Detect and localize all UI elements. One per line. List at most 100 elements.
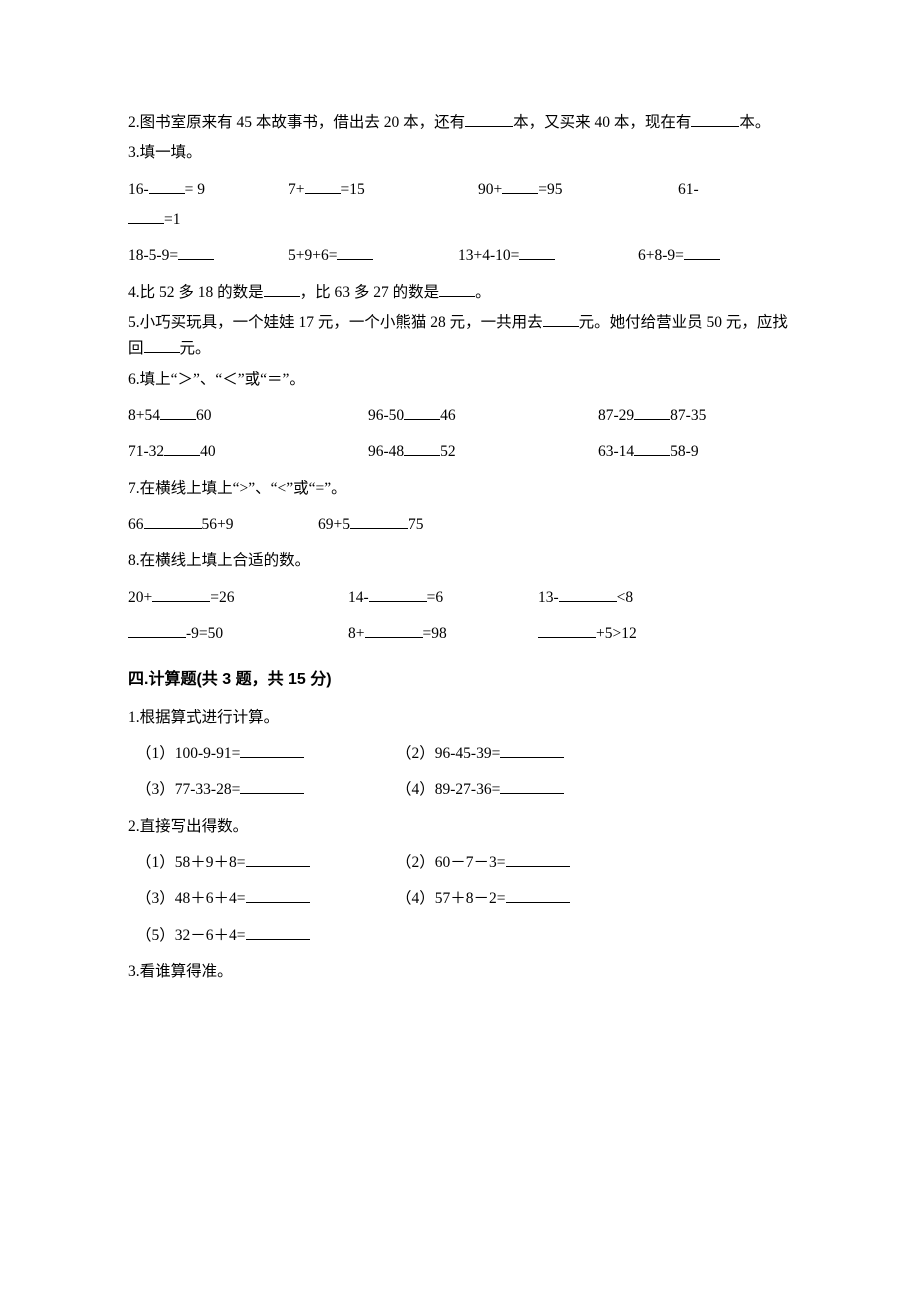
s4-q1-p1: （1）100-9-91= xyxy=(128,741,396,767)
question-3-label: 3.填一填。 xyxy=(128,140,792,166)
q6-r2-a-blank[interactable] xyxy=(164,442,200,457)
q8-row1: 20+=26 14-=6 13-<8 xyxy=(128,585,792,611)
question-2: 2.图书室原来有 45 本故事书，借出去 20 本，还有本，又买来 40 本，现… xyxy=(128,110,792,136)
s4-q1-p2-blank[interactable] xyxy=(500,743,564,758)
q5-blank-2[interactable] xyxy=(144,338,180,353)
s4-q2-p2-blank[interactable] xyxy=(506,852,570,867)
q7-a-l: 66 xyxy=(128,516,144,533)
s4-q2-p5-blank[interactable] xyxy=(246,925,310,940)
s4-q2-p1: （1）58＋9＋8= xyxy=(128,850,396,876)
q7-a-blank[interactable] xyxy=(144,514,202,529)
s4-q1-p1-txt: （1）100-9-91= xyxy=(136,745,240,762)
q6-r1-a-r: 60 xyxy=(196,407,212,424)
q3-r2-d-txt: 6+8-9= xyxy=(638,247,684,264)
q8-r1-a-suf: =26 xyxy=(210,589,234,606)
q6-r2-b-blank[interactable] xyxy=(404,442,440,457)
q3-r2-d: 6+8-9= xyxy=(638,243,720,269)
q3-r2-a-blank[interactable] xyxy=(178,245,214,260)
question-5: 5.小巧买玩具，一个娃娃 17 元，一个小熊猫 28 元，一共用去元。她付给营业… xyxy=(128,310,792,363)
q3-r1-d-blank[interactable] xyxy=(128,209,164,224)
q8-r1-b-blank[interactable] xyxy=(369,587,427,602)
q7-b-r: 75 xyxy=(408,516,424,533)
q3-r1-b-blank[interactable] xyxy=(305,179,341,194)
q2-blank-2[interactable] xyxy=(691,112,739,127)
q3-r1-a-blank[interactable] xyxy=(149,179,185,194)
q3-r2-c-txt: 13+4-10= xyxy=(458,247,519,264)
q6-r1-b: 96-5046 xyxy=(368,403,598,429)
q6-r1-c-blank[interactable] xyxy=(634,405,670,420)
q7-row: 66 56+9 69+575 xyxy=(128,512,792,538)
q6-r2-a-l: 71-32 xyxy=(128,443,164,460)
s4-q1-row2: （3）77-33-28= （4）89-27-36= xyxy=(128,777,792,803)
q3-r2-d-blank[interactable] xyxy=(684,245,720,260)
q6-r2-c-blank[interactable] xyxy=(634,442,670,457)
q8-r2-b-blank[interactable] xyxy=(365,623,423,638)
s4-q1-row1: （1）100-9-91= （2）96-45-39= xyxy=(128,741,792,767)
s4-q2-row2: （3）48＋6＋4= （4）57＋8－2= xyxy=(128,886,792,912)
q8-r2-a: -9=50 xyxy=(128,621,348,647)
q3-r2-b: 5+9+6= xyxy=(288,243,458,269)
question-8-label: 8.在横线上填上合适的数。 xyxy=(128,548,792,574)
q8-r1-c-pre: 13- xyxy=(538,589,559,606)
q8-r2-a-blank[interactable] xyxy=(128,623,186,638)
q6-r2-b-l: 96-48 xyxy=(368,443,404,460)
q6-r2-a: 71-3240 xyxy=(128,439,368,465)
q4-blank-2[interactable] xyxy=(439,282,475,297)
q3-r1-d-suf: =1 xyxy=(164,211,181,228)
s4-q1-p3-txt: （3）77-33-28= xyxy=(136,781,240,798)
s4-q2-p3-blank[interactable] xyxy=(246,888,310,903)
s4-q2-p1-txt: （1）58＋9＋8= xyxy=(136,854,246,871)
q3-r1-c-suf: =95 xyxy=(538,181,562,198)
q8-r1-c-blank[interactable] xyxy=(559,587,617,602)
q6-row1: 8+5460 96-5046 87-2987-35 xyxy=(128,403,792,429)
q4-blank-1[interactable] xyxy=(264,282,300,297)
q3-r1-b-suf: =15 xyxy=(341,181,365,198)
s4-q1-p3-blank[interactable] xyxy=(240,779,304,794)
q8-r1-a-blank[interactable] xyxy=(152,587,210,602)
q3-r2-b-blank[interactable] xyxy=(337,245,373,260)
q3-r1-a-suf: = 9 xyxy=(185,181,205,198)
s4-q1-p2-txt: （2）96-45-39= xyxy=(396,745,500,762)
q6-r1-b-blank[interactable] xyxy=(404,405,440,420)
s4-q2-p2-txt: （2）60－7－3= xyxy=(396,854,506,871)
q2-blank-1[interactable] xyxy=(465,112,513,127)
q2-suffix: 本。 xyxy=(739,114,770,131)
s4-q1-p3: （3）77-33-28= xyxy=(128,777,396,803)
q8-r2-a-suf: -9=50 xyxy=(186,625,223,642)
q2-prefix: 2.图书室原来有 45 本故事书，借出去 20 本，还有 xyxy=(128,114,465,131)
q8-r1-c: 13-<8 xyxy=(538,585,633,611)
s4-q2-row1: （1）58＋9＋8= （2）60－7－3= xyxy=(128,850,792,876)
q6-r2-c: 63-1458-9 xyxy=(598,439,699,465)
q8-r2-c-suf: +5>12 xyxy=(596,625,637,642)
q6-r1-a-blank[interactable] xyxy=(160,405,196,420)
q6-r1-a: 8+5460 xyxy=(128,403,368,429)
q6-r2-c-l: 63-14 xyxy=(598,443,634,460)
s4-q2-p3: （3）48＋6＋4= xyxy=(128,886,396,912)
s4-q2-p4-blank[interactable] xyxy=(506,888,570,903)
s4-q1-p4-blank[interactable] xyxy=(500,779,564,794)
q3-r1-d-line2: =1 xyxy=(128,207,792,233)
q3-r2-c-blank[interactable] xyxy=(519,245,555,260)
q7-b-blank[interactable] xyxy=(350,514,408,529)
q3-r1-d-pre: 61- xyxy=(678,181,699,198)
q3-r1-c-blank[interactable] xyxy=(502,179,538,194)
q3-r2-b-txt: 5+9+6= xyxy=(288,247,337,264)
q6-r2-b-r: 52 xyxy=(440,443,456,460)
q3-r1-c-pre: 90+ xyxy=(478,181,502,198)
q5-a: 5.小巧买玩具，一个娃娃 17 元，一个小熊猫 28 元，一共用去 xyxy=(128,314,543,331)
q8-r2-c: +5>12 xyxy=(538,621,637,647)
section-4-title: 四.计算题(共 3 题，共 15 分) xyxy=(128,666,792,693)
q6-r1-b-r: 46 xyxy=(440,407,456,424)
q4-suffix: 。 xyxy=(475,284,491,301)
q7-a-r: 56+9 xyxy=(202,516,234,533)
q8-r2-c-blank[interactable] xyxy=(538,623,596,638)
s4-q2-p2: （2）60－7－3= xyxy=(396,850,570,876)
q7-b: 69+575 xyxy=(318,512,424,538)
q8-row2: -9=50 8+=98 +5>12 xyxy=(128,621,792,647)
q5-blank-1[interactable] xyxy=(543,312,579,327)
q8-r2-b-pre: 8+ xyxy=(348,625,365,642)
q6-r1-c-l: 87-29 xyxy=(598,407,634,424)
s4-q2-p1-blank[interactable] xyxy=(246,852,310,867)
s4-q2-p5: （5）32－6＋4= xyxy=(128,923,310,949)
s4-q1-p1-blank[interactable] xyxy=(240,743,304,758)
